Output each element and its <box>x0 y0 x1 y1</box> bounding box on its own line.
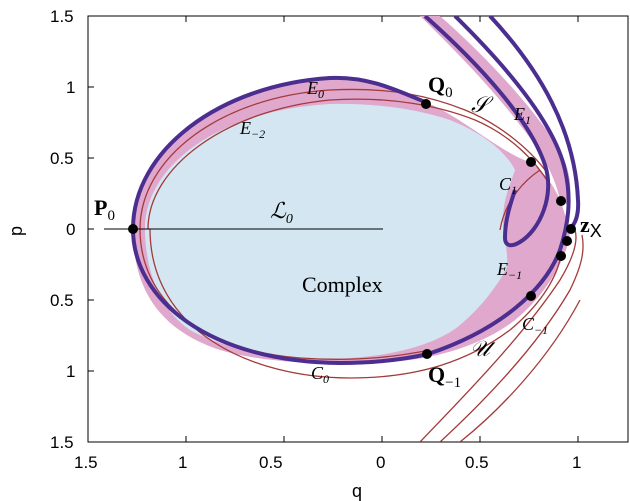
point-lower-right <box>556 251 566 261</box>
xtick-label: 0.5 <box>465 453 489 472</box>
label-C1: C1 <box>499 174 517 197</box>
point-near-zX <box>562 236 572 246</box>
ytick-label: 0.5 <box>50 291 74 310</box>
y-axis-label: p <box>6 226 26 236</box>
thin-curves <box>139 88 584 442</box>
ytick-label: 1 <box>66 362 75 381</box>
boundary-curves <box>131 16 581 366</box>
point-upper-right <box>556 196 566 206</box>
label-E1: E1 <box>513 104 531 127</box>
lower-band-U <box>428 216 546 354</box>
xtick-label: 1 <box>178 453 187 472</box>
label-C-1: C−1 <box>522 314 548 337</box>
point-Q-1 <box>422 349 432 359</box>
point-zX <box>566 224 576 234</box>
label-L0: ℒ0 <box>270 198 293 227</box>
point-C1 <box>526 157 536 167</box>
marked-points <box>128 99 576 359</box>
point-P0 <box>128 224 138 234</box>
label-E-2: E−2 <box>239 118 265 141</box>
ytick-label: 1 <box>66 78 75 97</box>
label-E0: E0 <box>306 78 324 101</box>
diagram-labels: E0 E−2 E1 E−1 C1 C−1 C0 𝒮 𝒰 ℒ0 Complex P… <box>94 72 602 391</box>
y-axis: 1.5 1 0.5 0 0.5 1 1.5 p <box>6 7 94 452</box>
label-Q0: Q0 <box>428 72 453 101</box>
ytick-label: 1.5 <box>50 7 74 26</box>
x-axis: 1.5 1 0.5 0 0.5 1 q <box>74 16 581 501</box>
xtick-label: 0.5 <box>259 453 283 472</box>
complex-region <box>145 103 515 359</box>
label-complex: Complex <box>302 272 383 297</box>
point-C-1 <box>526 291 536 301</box>
label-Q-1: Q−1 <box>428 362 461 391</box>
ytick-label: 1.5 <box>50 433 74 452</box>
xtick-label: 1 <box>572 453 581 472</box>
ytick-label: 0.5 <box>50 149 74 168</box>
xtick-label: 0 <box>376 453 385 472</box>
point-Q0 <box>421 99 431 109</box>
label-P0: P0 <box>94 195 115 224</box>
xtick-label: 1.5 <box>74 453 98 472</box>
label-C0: C0 <box>311 363 329 386</box>
label-zX: zX <box>580 212 602 241</box>
x-axis-label: q <box>352 481 362 501</box>
label-E-1: E−1 <box>496 259 522 282</box>
ytick-label: 0 <box>66 220 75 239</box>
